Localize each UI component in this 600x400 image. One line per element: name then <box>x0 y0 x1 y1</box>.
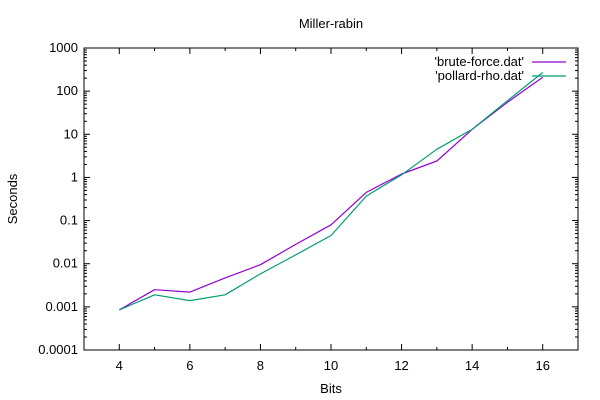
y-tick-label: 100 <box>56 83 78 98</box>
legend-label-2: 'pollard-rho.dat' <box>435 68 524 83</box>
x-tick-label: 6 <box>186 358 193 373</box>
legend: 'brute-force.dat''pollard-rho.dat' <box>434 54 566 83</box>
x-tick-label: 8 <box>257 358 264 373</box>
x-axis-label: Bits <box>320 381 342 396</box>
x-tick-label: 16 <box>535 358 549 373</box>
x-tick-label: 12 <box>394 358 408 373</box>
y-tick-label: 10 <box>64 126 78 141</box>
x-tick-label: 10 <box>324 358 338 373</box>
y-tick-label: 1000 <box>49 40 78 55</box>
y-tick-label: 0.1 <box>60 213 78 228</box>
x-tick-label: 14 <box>465 358 479 373</box>
series-layer <box>119 72 544 311</box>
axis-ticks: 4 6 8 10 12 14 16 0.0001 0.001 0.01 0.1 1 10 100 1000 <box>38 40 579 373</box>
y-tick-label: 1 <box>71 169 78 184</box>
x-tick-label: 4 <box>116 358 123 373</box>
plot-frame <box>83 47 579 351</box>
series-line-2 <box>119 72 544 311</box>
y-tick-label: 0.01 <box>53 256 78 271</box>
series-line-1 <box>119 76 544 311</box>
y-axis-label: Seconds <box>5 173 20 224</box>
y-tick-label: 0.001 <box>45 299 78 314</box>
legend-label-1: 'brute-force.dat' <box>434 54 524 69</box>
y-tick-label: 0.0001 <box>38 342 78 357</box>
chart-title: Miller-rabin <box>299 16 363 31</box>
